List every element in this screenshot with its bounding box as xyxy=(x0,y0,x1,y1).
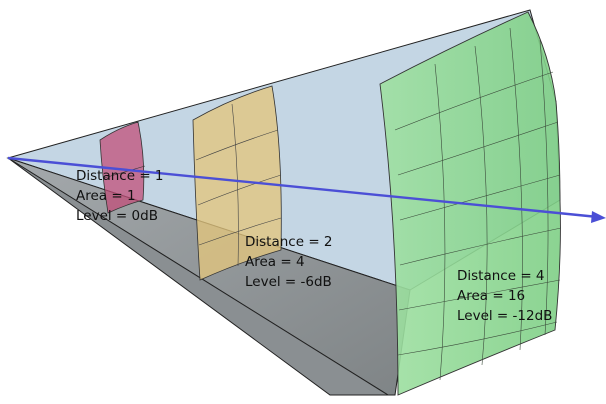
label-distance-2: Distance = 2 Area = 4 Level = -6dB xyxy=(245,232,333,292)
label-distance-4: Distance = 4 Area = 16 Level = -12dB xyxy=(457,266,552,326)
label-2-distance: Distance = 2 xyxy=(245,232,333,252)
label-distance-1: Distance = 1 Area = 1 Level = 0dB xyxy=(76,166,164,226)
label-2-level: Level = -6dB xyxy=(245,272,333,292)
label-3-distance: Distance = 4 xyxy=(457,266,552,286)
axis-arrowhead xyxy=(591,211,606,223)
label-1-area: Area = 1 xyxy=(76,186,164,206)
label-3-area: Area = 16 xyxy=(457,286,552,306)
label-3-level: Level = -12dB xyxy=(457,306,552,326)
label-1-distance: Distance = 1 xyxy=(76,166,164,186)
label-1-level: Level = 0dB xyxy=(76,206,164,226)
label-2-area: Area = 4 xyxy=(245,252,333,272)
